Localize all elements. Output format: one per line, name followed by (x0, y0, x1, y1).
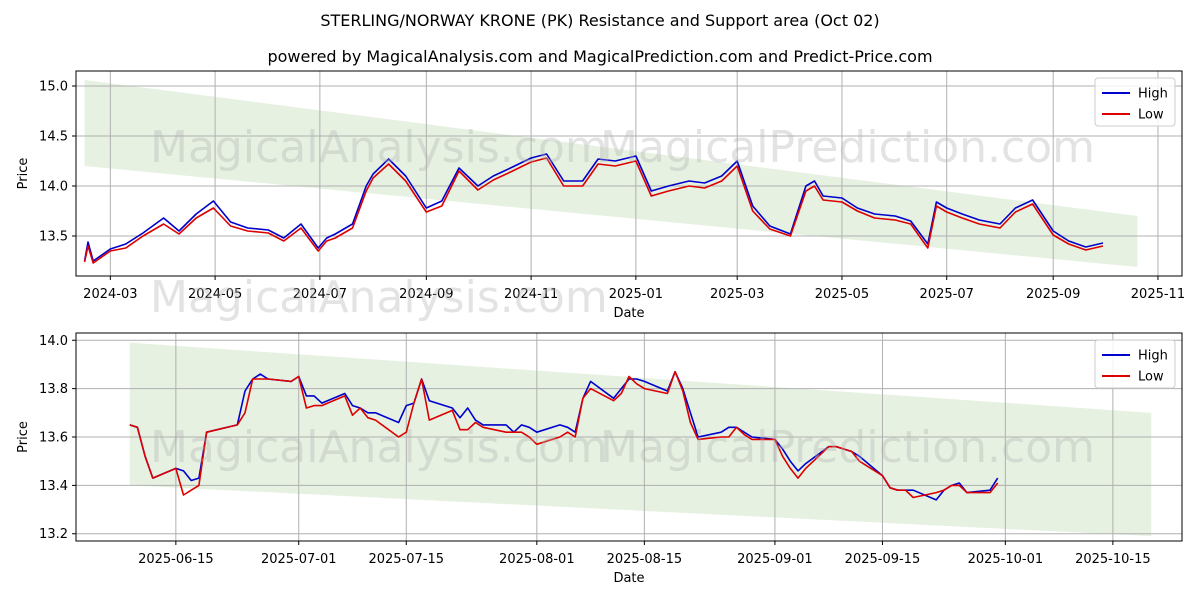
series-line-low (129, 370, 999, 499)
watermark-text: MagicalAnalysis.com (150, 422, 608, 473)
legend-label-low: Low (1138, 108, 1164, 123)
legend-label-high: High (1138, 87, 1168, 102)
y-tick-label: 13.6 (39, 431, 68, 446)
chart-panel-bottom: 13.2 13.4 13.6 13.8 14.0 2025-06-15 2025-07-01… (16, 332, 1183, 586)
y-tick-label: 14.0 (39, 334, 68, 349)
x-tick-label: 2025-09-01 (737, 552, 813, 567)
y-tick-label: 14.5 (39, 130, 68, 145)
x-tick-label: 2025-08-15 (607, 552, 683, 567)
y-tick-label: 15.0 (39, 80, 68, 95)
y-tick-label: 13.2 (39, 527, 68, 542)
chart-subtitle: powered by MagicalAnalysis.com and Magic… (267, 47, 932, 66)
series-line-high (83, 153, 1104, 262)
x-tick-label: 2025-08-01 (499, 552, 575, 567)
legend-label-low: Low (1138, 370, 1164, 385)
y-tick-label: 13.4 (39, 479, 68, 494)
x-tick-label: 2025-05 (815, 287, 869, 302)
watermark-text: MagicalAnalysis.com (150, 122, 608, 173)
watermark-text: MagicalPrediction.com (600, 122, 1095, 173)
y-tick-label: 13.5 (39, 230, 68, 245)
x-tick-label: 2025-09-15 (845, 552, 921, 567)
x-tick-label: 2025-11 (1131, 287, 1185, 302)
x-axis-label: Date (613, 571, 644, 586)
x-tick-label: 2025-01 (609, 287, 663, 302)
x-tick-label: 2025-03 (710, 287, 764, 302)
x-tick-label: 2025-07-01 (261, 552, 337, 567)
x-tick-label: 2025-10-01 (968, 552, 1044, 567)
y-axis-label: Price (16, 421, 31, 453)
x-tick-label: 2025-10-15 (1075, 552, 1151, 567)
x-tick-label: 2024-05 (188, 287, 242, 302)
chart-title: STERLING/NORWAY KRONE (PK) Resistance an… (320, 11, 879, 30)
series-line-low (83, 157, 1104, 264)
support-resistance-band (84, 80, 1138, 267)
x-tick-label: 2024-11 (504, 287, 558, 302)
x-tick-label: 2024-09 (399, 287, 453, 302)
legend-label-high: High (1138, 349, 1168, 364)
x-tick-label: 2024-07 (293, 287, 347, 302)
y-tick-label: 14.0 (39, 180, 68, 195)
x-tick-label: 2025-06-15 (138, 552, 214, 567)
chart-panel-top: 13.5 14.0 14.5 15.0 2024-03 2024-05 2024-07 202… (16, 70, 1185, 323)
plot-frame (75, 70, 1183, 277)
y-axis-label: Price (16, 158, 31, 190)
x-axis-label: Date (613, 306, 644, 321)
watermark-text: MagicalPrediction.com (600, 422, 1095, 473)
x-tick-label: 2024-03 (83, 287, 137, 302)
plot-frame (75, 332, 1183, 542)
x-tick-label: 2025-07-15 (368, 552, 444, 567)
y-tick-label: 13.8 (39, 382, 68, 397)
x-tick-label: 2025-07 (920, 287, 974, 302)
support-resistance-band (129, 342, 1152, 537)
x-tick-label: 2025-09 (1026, 287, 1080, 302)
watermark-text: MagicalAnalysis.com (150, 272, 608, 323)
